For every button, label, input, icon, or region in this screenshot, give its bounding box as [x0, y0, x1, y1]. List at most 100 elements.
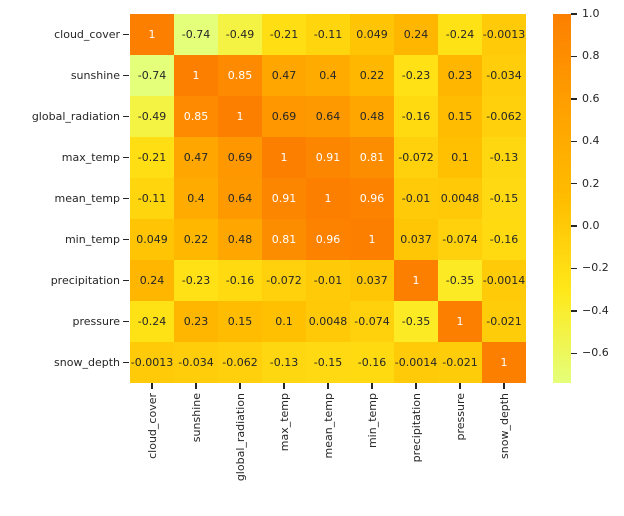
heatmap-cell: -0.01 [306, 260, 350, 301]
x-tick-label: cloud_cover [130, 393, 174, 513]
colorbar-tick-label: −0.6 [582, 346, 609, 360]
x-tick-mark [415, 383, 417, 389]
heatmap-cell: -0.35 [394, 301, 438, 342]
heatmap-cell: -0.23 [174, 260, 218, 301]
heatmap-cell: 0.85 [174, 96, 218, 137]
heatmap-cell: 0.91 [306, 137, 350, 178]
y-tick-mark [123, 198, 129, 200]
heatmap-cell: 0.049 [350, 14, 394, 55]
heatmap-cell: 0.91 [262, 178, 306, 219]
heatmap-cell: 1 [350, 219, 394, 260]
heatmap-cell: -0.23 [394, 55, 438, 96]
heatmap-cell: -0.24 [130, 301, 174, 342]
y-tick-mark [123, 362, 129, 364]
heatmap-cell: -0.21 [262, 14, 306, 55]
x-tick-label-text: sunshine [189, 393, 203, 443]
heatmap-cell: -0.16 [218, 260, 262, 301]
colorbar-tick-mark [571, 225, 577, 227]
x-tick-mark [283, 383, 285, 389]
heatmap-cell: 0.48 [350, 96, 394, 137]
heatmap-cell: 0.81 [350, 137, 394, 178]
y-tick-label: min_temp [64, 233, 120, 246]
colorbar-tick-mark [571, 98, 577, 100]
x-tick-label: precipitation [394, 393, 438, 513]
heatmap-cell: -0.49 [130, 96, 174, 137]
heatmap-cell: -0.0013 [130, 342, 174, 383]
heatmap-cell: -0.074 [438, 219, 482, 260]
heatmap-cell: 1 [394, 260, 438, 301]
heatmap-cell: -0.062 [218, 342, 262, 383]
heatmap-cell: -0.49 [218, 14, 262, 55]
x-tick-label-text: max_temp [277, 393, 291, 452]
x-tick-label-text: global_radiation [233, 393, 247, 482]
colorbar-tick-mark [571, 182, 577, 185]
x-tick-label-text: mean_temp [321, 393, 335, 459]
colorbar-tick-mark [571, 352, 577, 354]
heatmap-cell: -0.0013 [482, 14, 526, 55]
x-tick-label: mean_temp [306, 393, 350, 513]
x-tick-label-text: snow_depth [497, 393, 511, 459]
heatmap-cell: 0.64 [218, 178, 262, 219]
heatmap-cell: -0.0014 [394, 342, 438, 383]
x-tick-label: sunshine [174, 393, 218, 513]
heatmap-cell: 0.81 [262, 219, 306, 260]
heatmap-cell: 0.037 [394, 219, 438, 260]
heatmap-cell: -0.16 [482, 219, 526, 260]
colorbar-tick-mark [571, 267, 577, 270]
heatmap-cell: 1 [482, 342, 526, 383]
y-tick-label: sunshine [70, 69, 120, 82]
heatmap-cell: 0.037 [350, 260, 394, 301]
heatmap-cell: 1 [218, 96, 262, 137]
heatmap-cell: 0.47 [174, 137, 218, 178]
x-tick-mark [239, 383, 241, 389]
heatmap-cell: 0.0048 [306, 301, 350, 342]
heatmap-cell: 0.64 [306, 96, 350, 137]
colorbar-tick-label: 0.0 [582, 219, 600, 233]
heatmap-cell: 0.23 [438, 55, 482, 96]
x-tick-mark [151, 383, 153, 389]
heatmap-cell: -0.21 [130, 137, 174, 178]
heatmap-cell: 0.049 [130, 219, 174, 260]
colorbar-tick-label: 0.6 [582, 91, 600, 105]
colorbar-tick-label: 0.2 [582, 176, 600, 190]
heatmap-cell: 0.0048 [438, 178, 482, 219]
heatmap-cell: -0.15 [306, 342, 350, 383]
x-tick-mark [459, 383, 461, 389]
heatmap-cell: -0.11 [130, 178, 174, 219]
heatmap-cell: 0.69 [262, 96, 306, 137]
x-tick-label: pressure [438, 393, 482, 513]
heatmap-cell: -0.74 [174, 14, 218, 55]
heatmap-cell: -0.13 [482, 137, 526, 178]
heatmap-cell: -0.034 [174, 342, 218, 383]
y-tick-mark [123, 116, 129, 118]
heatmap-cell: 0.4 [174, 178, 218, 219]
x-tick-label: snow_depth [482, 393, 526, 513]
heatmap-cell: -0.24 [438, 14, 482, 55]
heatmap-cell: -0.01 [394, 178, 438, 219]
heatmap-cell: -0.16 [350, 342, 394, 383]
heatmap-cell: -0.034 [482, 55, 526, 96]
heatmap-cell: 1 [130, 14, 174, 55]
heatmap-cell: 0.4 [306, 55, 350, 96]
y-tick-mark [123, 34, 129, 36]
heatmap-cell: 0.85 [218, 55, 262, 96]
colorbar-tick-mark [571, 13, 577, 15]
y-tick-label: precipitation [50, 274, 120, 287]
colorbar-tick-label: 0.4 [582, 134, 600, 148]
colorbar-tick-label: −0.4 [582, 303, 609, 317]
x-tick-label: global_radiation [218, 393, 262, 513]
heatmap-cell: -0.0014 [482, 260, 526, 301]
heatmap-cell: 0.1 [262, 301, 306, 342]
x-tick-label-text: precipitation [409, 393, 423, 463]
x-tick-label-text: min_temp [365, 393, 379, 449]
heatmap-cell: 0.47 [262, 55, 306, 96]
y-tick-label: max_temp [61, 151, 120, 164]
heatmap-cell: 0.48 [218, 219, 262, 260]
heatmap-cell: -0.021 [482, 301, 526, 342]
heatmap-cell: 0.69 [218, 137, 262, 178]
heatmap-cell: -0.072 [262, 260, 306, 301]
x-tick-label-text: cloud_cover [145, 393, 159, 459]
x-tick-label-text: pressure [453, 393, 467, 441]
x-tick-mark [327, 383, 329, 389]
heatmap-cell: -0.16 [394, 96, 438, 137]
